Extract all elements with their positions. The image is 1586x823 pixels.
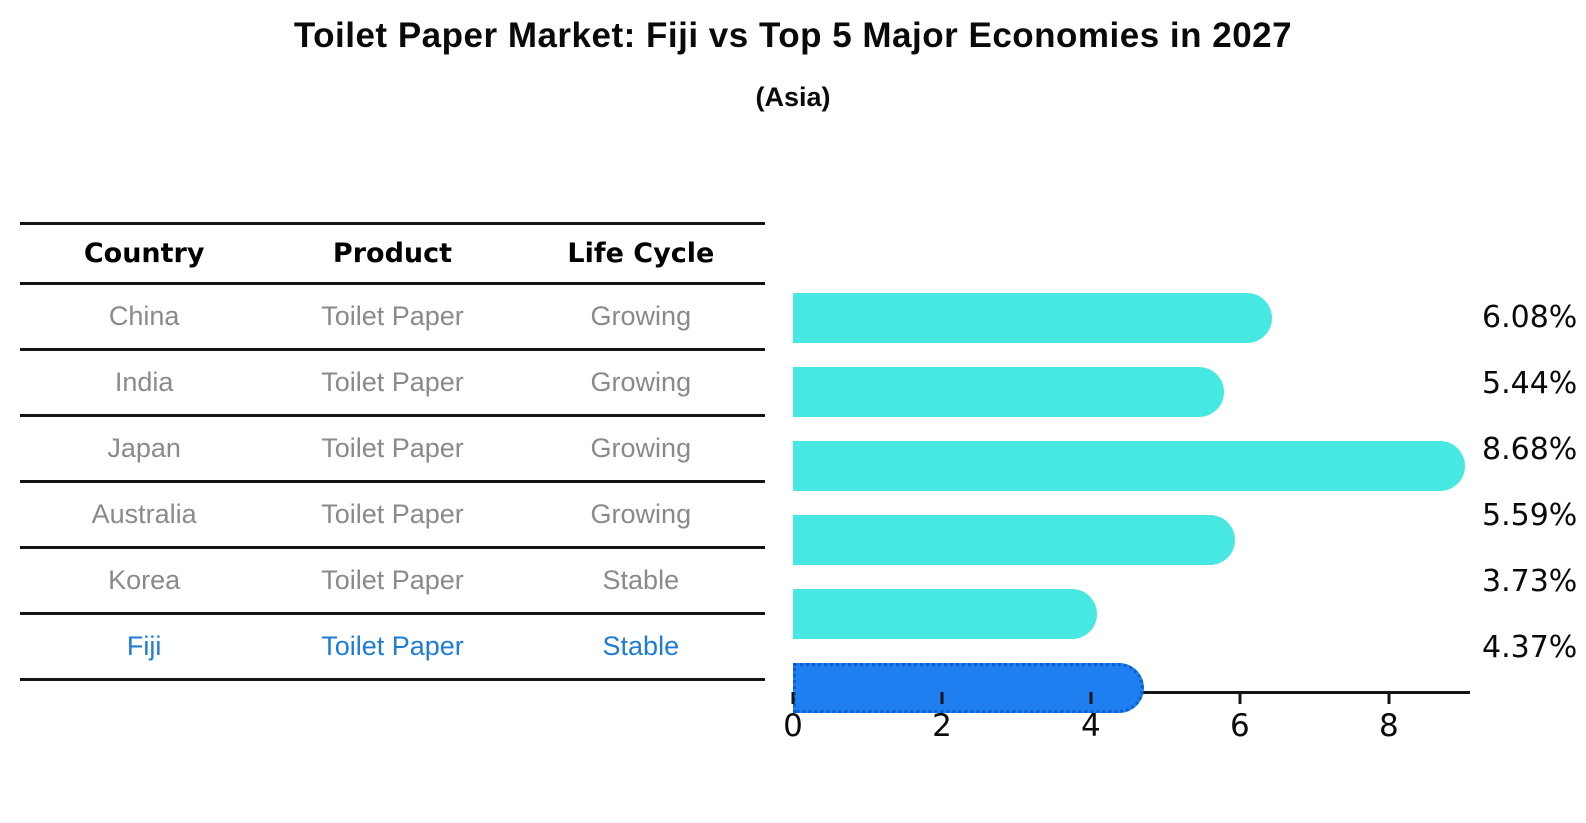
x-tick-0: 0 (783, 692, 803, 744)
bar-fiji (793, 663, 1145, 713)
chart-subtitle: (Asia) (755, 82, 831, 112)
table-cell-life-cycle: Growing (590, 433, 692, 463)
table-cell-life-cycle: Stable (602, 565, 680, 595)
table-cell-country: Australia (91, 499, 197, 529)
table-row-japan: Japan Toilet Paper Growing (20, 417, 765, 483)
table-header-row: Country Product Life Cycle (20, 225, 765, 285)
table-cell-country: Korea (108, 565, 181, 595)
table-cell-life-cycle: Stable (602, 631, 680, 661)
x-tick-2: 2 (932, 692, 952, 744)
country-table: Country Product Life Cycle China Toilet P… (20, 222, 765, 681)
table-cell-product: Toilet Paper (321, 301, 464, 331)
table-row-fiji: Fiji Toilet Paper Stable (20, 615, 765, 681)
table-cell-product: Toilet Paper (321, 433, 464, 463)
table-cell-life-cycle: Growing (590, 499, 692, 529)
bar-china (793, 293, 1272, 343)
bar-slot (793, 515, 1470, 581)
bar-slot (793, 441, 1470, 507)
x-tick-label-6: 6 (1230, 708, 1250, 744)
table-row-china: China Toilet Paper Growing (20, 285, 765, 351)
table-body: China Toilet Paper Growing India Toilet Pape… (20, 285, 765, 681)
bars (793, 293, 1470, 729)
bar-slot (793, 367, 1470, 433)
x-tick-label-2: 2 (932, 708, 952, 744)
table-header-country: Country (83, 238, 205, 269)
table-cell-life-cycle: Growing (590, 367, 692, 397)
bar-india (793, 367, 1225, 417)
value-label-japan: 8.68% (1482, 432, 1578, 467)
bar-plot: 0 2 4 6 8 (783, 285, 1470, 744)
value-label-fiji: 4.37% (1482, 630, 1578, 665)
bar-australia (793, 515, 1236, 565)
value-labels: 6.08% 5.44% 8.68% 5.59% 3.73% 4.37% (1482, 285, 1577, 681)
value-label-korea: 3.73% (1482, 564, 1578, 599)
table-cell-product: Toilet Paper (321, 367, 464, 397)
table-cell-country: India (114, 367, 174, 397)
x-tick-8: 8 (1379, 692, 1399, 744)
bar-slot (793, 663, 1470, 729)
value-label-china: 6.08% (1482, 300, 1578, 335)
table-header-product: Product (332, 238, 453, 269)
table-row-australia: Australia Toilet Paper Growing (20, 483, 765, 549)
table-row-india: India Toilet Paper Growing (20, 351, 765, 417)
value-label-india: 5.44% (1482, 366, 1578, 401)
value-label-australia: 5.59% (1482, 498, 1578, 533)
bar-slot (793, 589, 1470, 655)
table-cell-product: Toilet Paper (321, 499, 464, 529)
table-header-life-cycle: Life Cycle (567, 238, 715, 269)
x-tick-4: 4 (1081, 692, 1101, 744)
bar-slot (793, 293, 1470, 359)
x-tick-label-4: 4 (1081, 708, 1101, 744)
x-tick-label-8: 8 (1378, 708, 1399, 744)
table-cell-life-cycle: Growing (590, 301, 692, 331)
table-cell-product: Toilet Paper (321, 565, 464, 595)
bar-korea (793, 589, 1097, 639)
table-cell-product: Toilet Paper (321, 631, 464, 661)
x-tick-6: 6 (1230, 692, 1250, 744)
chart-title: Toilet Paper Market: Fiji vs Top 5 Major… (293, 16, 1293, 55)
table-cell-country: Fiji (126, 631, 162, 661)
table-cell-country: China (108, 301, 180, 331)
table-row-korea: Korea Toilet Paper Stable (20, 549, 765, 615)
table-cell-country: Japan (107, 433, 181, 463)
x-tick-label-0: 0 (783, 708, 803, 744)
bar-japan (793, 441, 1466, 491)
